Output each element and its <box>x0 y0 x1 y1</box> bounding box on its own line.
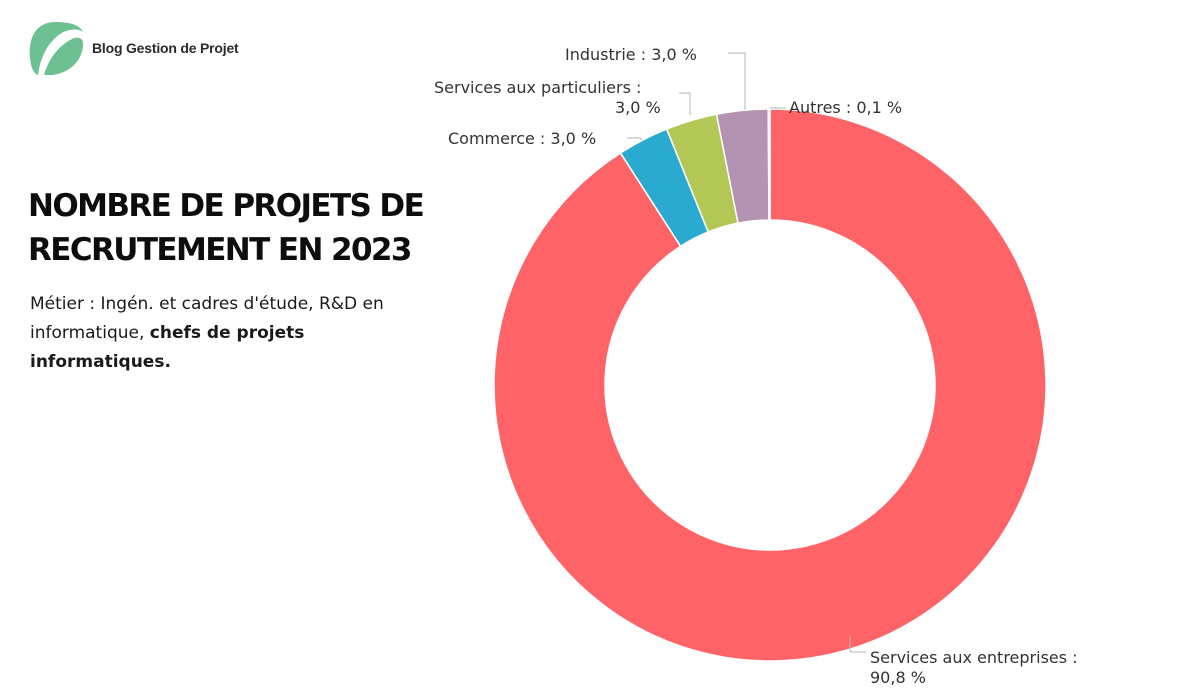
leaf-logo-icon <box>29 22 83 75</box>
leader-services-particuliers <box>679 92 691 115</box>
leader-services-entreprises <box>849 636 866 653</box>
page-title: NOMBRE DE PROJETS DE RECRUTEMENT EN 2023 <box>28 184 448 272</box>
page-subtitle: Métier : Ingén. et cadres d'étude, R&D e… <box>30 290 420 377</box>
subtitle-bold-text: chefs de projets informatiques. <box>30 323 305 372</box>
leader-commerce <box>627 137 642 140</box>
title-line-1: NOMBRE DE PROJETS DE <box>28 188 425 224</box>
label-services-particuliers: Services aux particuliers : <box>434 78 641 97</box>
subtitle-text: Métier : Ingén. et cadres d'étude, R&D e… <box>30 294 384 343</box>
label-industrie: Industrie : 3,0 % <box>565 45 697 64</box>
brand-name: Blog Gestion de Projet <box>92 40 239 56</box>
label-services-entreprises: Services aux entreprises : <box>870 648 1078 667</box>
title-line-2: RECRUTEMENT EN 2023 <box>28 232 412 268</box>
label-autres: Autres : 0,1 % <box>789 98 902 117</box>
slice-autres <box>767 108 771 221</box>
label-commerce: Commerce : 3,0 % <box>448 129 596 148</box>
slice-services-aux-entreprises <box>493 108 1047 662</box>
label-services-entreprises-value: 90,8 % <box>870 668 926 687</box>
label-services-particuliers-value: 3,0 % <box>615 98 661 117</box>
brand: Blog Gestion de Projet <box>26 20 239 76</box>
leader-industrie <box>728 52 746 110</box>
